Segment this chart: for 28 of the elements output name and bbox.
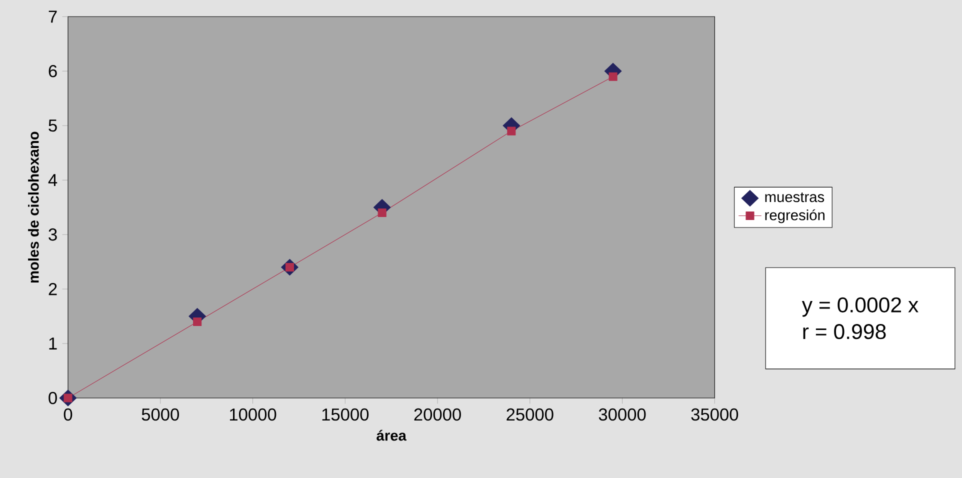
point [193, 317, 202, 326]
y-axis-title: moles de ciclohexano [28, 132, 39, 283]
x-tick-label: 35000 [691, 408, 738, 421]
y-tick-label: 7 [48, 10, 57, 23]
y-tick-label: 1 [49, 338, 57, 350]
y-tick-label: 0 [48, 392, 57, 404]
y-tick-label: 6 [48, 65, 57, 78]
x-axis-title: área [376, 430, 407, 441]
point [378, 208, 386, 218]
legend-label: regresión [765, 209, 824, 224]
y-tick-label: 3 [48, 228, 57, 241]
x-tick-label: 20000 [414, 408, 461, 421]
text: r = 0.998 [803, 324, 886, 340]
x-tick-label: 10000 [230, 408, 276, 421]
point [64, 394, 72, 402]
x-tick-label: 25000 [506, 408, 554, 421]
x-tick-label: 5000 [142, 408, 179, 421]
point [285, 262, 294, 272]
x-tick-label: 0 [64, 408, 72, 421]
y-tick-label: 5 [48, 120, 57, 132]
y-tick-label: 2 [48, 282, 57, 296]
legend-label: muestras [765, 192, 824, 202]
point [608, 72, 618, 81]
point [507, 126, 516, 136]
x-tick-label: 15000 [322, 408, 369, 421]
y-tick-label: 4 [48, 174, 58, 186]
x-tick-label: 30000 [598, 408, 646, 421]
text: y = 0.0002 x [802, 297, 918, 317]
